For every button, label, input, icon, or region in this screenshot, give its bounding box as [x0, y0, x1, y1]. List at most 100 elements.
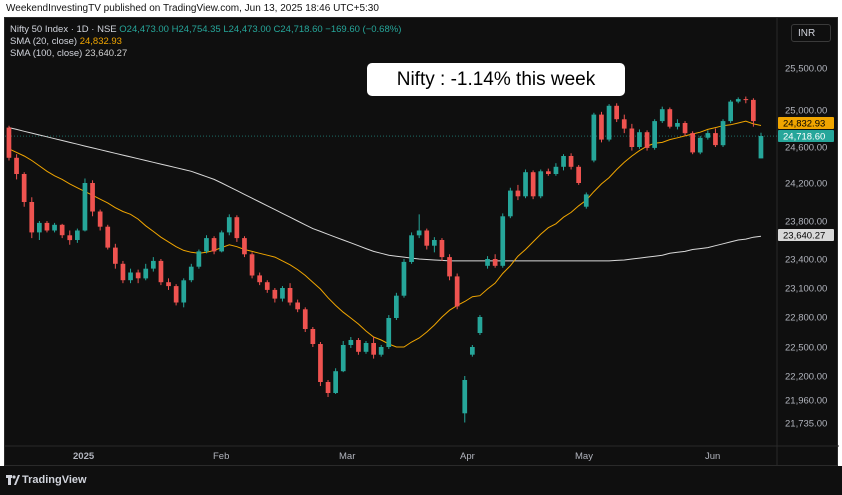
footer-bar: TradingView [0, 466, 842, 495]
week-change-annotation[interactable]: Nifty : -1.14% this week [367, 63, 625, 96]
candle-body [120, 263, 126, 281]
candle-body [568, 156, 574, 167]
candle-body [697, 137, 703, 153]
candle-body [113, 247, 118, 264]
candle-body [477, 317, 483, 333]
currency-button[interactable]: INR [791, 24, 831, 42]
candle-body [553, 166, 559, 174]
x-tick-label: 2025 [73, 451, 95, 462]
candle-body [181, 280, 187, 303]
y-tick-label: 24,600.00 [785, 143, 827, 154]
price-tag-label: 24,718.60 [783, 132, 825, 143]
y-tick-label: 23,800.00 [785, 217, 827, 228]
x-tick-label: Feb [213, 451, 229, 462]
candle-body [211, 238, 217, 252]
candle-body [720, 121, 726, 146]
candle-body [340, 345, 346, 372]
price-tag-label: 23,640.27 [783, 231, 825, 242]
candle-body [371, 343, 376, 355]
candle-body [462, 380, 468, 414]
candle-body [667, 109, 673, 127]
candle-body [606, 105, 612, 140]
candle-body [530, 172, 536, 197]
footer-brand[interactable]: TradingView [22, 474, 87, 486]
candle-body [485, 259, 490, 266]
candle-body [492, 259, 498, 266]
candle-body [158, 260, 164, 283]
sma100-value: 23,640.27 [84, 48, 128, 59]
candle-body [583, 194, 589, 207]
candle-body [234, 217, 240, 239]
y-tick-label: 22,500.00 [785, 343, 827, 354]
publisher-header: WeekendInvestingTV published on TradingV… [0, 0, 842, 18]
candle-body [500, 216, 506, 266]
y-tick-label: 25,000.00 [785, 106, 827, 117]
x-tick-label: Apr [460, 451, 475, 462]
candle-body [59, 224, 65, 236]
ohlc-values: O24,473.00 H24,754.35 L24,473.00 C24,718… [119, 24, 402, 35]
candle-body [538, 171, 544, 197]
candle-body [629, 128, 635, 147]
candle-body [394, 295, 399, 318]
sma100-line [8, 127, 762, 262]
candle-body [751, 99, 756, 122]
legend-row-sma20: SMA (20, close) 24,832.93 [10, 36, 401, 48]
candle-body [356, 340, 361, 352]
candle-body [242, 238, 247, 255]
candle-body [6, 127, 12, 158]
candle-body [682, 123, 688, 134]
price-tag-bg [778, 229, 834, 241]
candle-body [409, 235, 414, 262]
candle-body [272, 289, 278, 299]
candle-body [166, 282, 171, 287]
price-tag-label: 24,832.93 [783, 119, 825, 130]
candle-body [173, 286, 179, 303]
candle-body [546, 171, 551, 174]
sma20-line [8, 120, 762, 348]
candle-body [280, 288, 285, 299]
candle-body [432, 240, 437, 246]
candle-body [690, 133, 695, 153]
candle-body [143, 268, 149, 279]
tradingview-logo-icon[interactable] [6, 475, 20, 488]
candle-body [264, 282, 270, 290]
y-tick-label: 25,500.00 [785, 64, 827, 75]
candle-body [204, 238, 209, 252]
candle-body [591, 114, 597, 161]
price-tag-bg [778, 130, 834, 142]
sma20-label[interactable]: SMA (20, close) [10, 36, 78, 47]
candle-body [52, 224, 57, 231]
x-tick-label: Jun [705, 451, 720, 462]
candle-body [249, 254, 255, 276]
legend-row-sma100: SMA (100, close) 23,640.27 [10, 48, 401, 60]
candle-body [302, 309, 308, 329]
candle-body [470, 347, 475, 355]
candle-body [67, 235, 73, 241]
candle-body [29, 202, 35, 233]
candle-body [363, 343, 369, 352]
chart-panel[interactable]: 25,500.00 25,000.00 24,600.00 24,200.00 23,8… [4, 17, 839, 467]
y-tick-label: 24,200.00 [785, 179, 827, 190]
candle-body [97, 211, 103, 227]
y-tick-label: 22,200.00 [785, 372, 827, 383]
candle-body [105, 226, 111, 248]
x-tick-label: Mar [339, 451, 355, 462]
price-tag-bg [778, 117, 834, 129]
candle-body [401, 261, 407, 296]
sma100-label[interactable]: SMA (100, close) [10, 48, 83, 59]
candle-body [561, 156, 566, 167]
candle-body [523, 172, 528, 197]
candle-body [378, 347, 384, 355]
y-tick-label: 23,100.00 [785, 284, 827, 295]
candle-body [508, 190, 513, 217]
candle-body [659, 109, 665, 122]
candle-body [318, 344, 323, 382]
candle-body [614, 105, 619, 120]
candle-body [151, 260, 156, 269]
price-chart[interactable]: 25,500.00 25,000.00 24,600.00 24,200.00 23,8… [5, 18, 839, 467]
symbol-label[interactable]: Nifty 50 Index · 1D · NSE [10, 24, 117, 35]
candle-body [90, 183, 95, 212]
candle-body [439, 240, 445, 258]
candle-body [21, 174, 27, 202]
candle-body [728, 101, 733, 122]
